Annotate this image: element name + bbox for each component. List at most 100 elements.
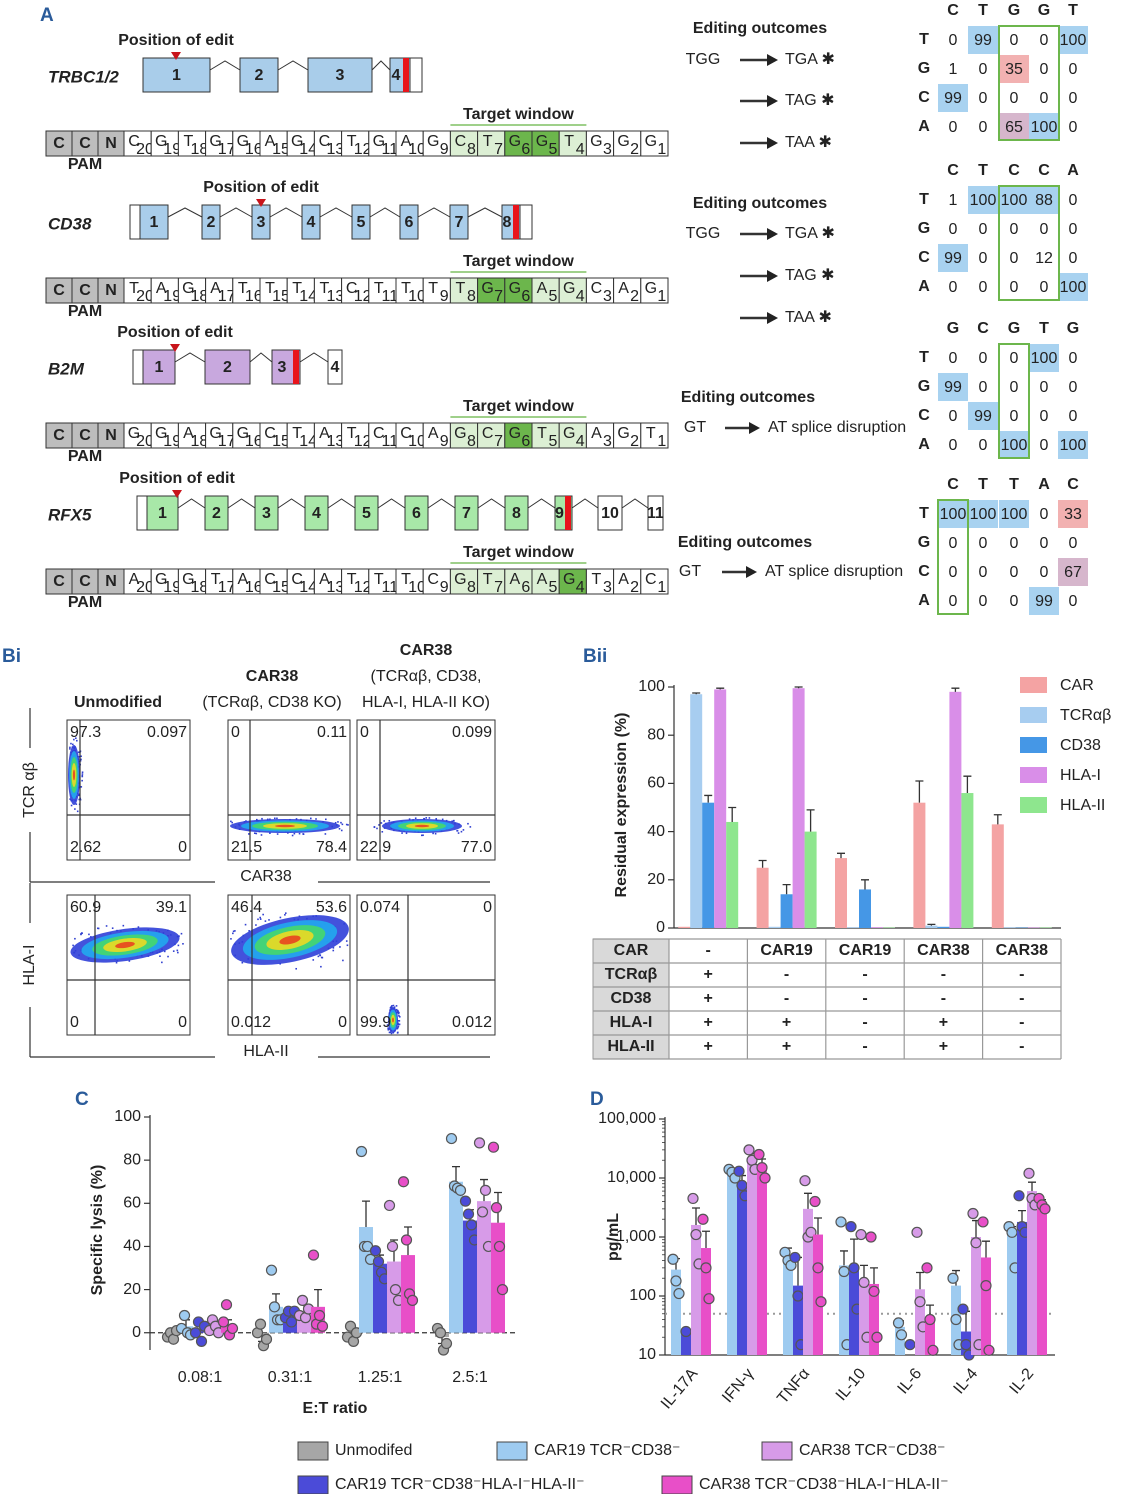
legend-swatch xyxy=(1020,797,1047,813)
seq-position: 16 xyxy=(245,141,263,158)
table-cell: - xyxy=(1019,1014,1024,1031)
event xyxy=(284,914,286,916)
pam-label: PAM xyxy=(68,448,102,465)
bar xyxy=(925,1319,935,1355)
matrix-value: 100 xyxy=(1060,32,1087,49)
matrix-header: C xyxy=(977,320,989,337)
matrix-cell xyxy=(1029,587,1059,615)
data-point xyxy=(700,1262,712,1274)
data-point xyxy=(383,1199,396,1212)
bar xyxy=(803,1208,813,1355)
seq-position: 11 xyxy=(381,288,398,305)
seq-position: 12 xyxy=(354,579,372,596)
event xyxy=(397,1025,400,1028)
data-point xyxy=(473,1137,486,1149)
bar xyxy=(991,824,1004,928)
exon xyxy=(504,495,529,531)
data-point xyxy=(789,1251,801,1264)
seq-box xyxy=(422,130,451,157)
seq-base: G xyxy=(182,571,194,588)
seq-base: T xyxy=(483,133,493,150)
bar xyxy=(757,1165,767,1355)
seq-base: T xyxy=(320,280,330,297)
seq-base: A xyxy=(319,571,330,588)
error-bar xyxy=(758,859,767,868)
event xyxy=(70,804,73,807)
exon-label: 2 xyxy=(212,505,221,522)
seq-position: 4 xyxy=(576,288,585,305)
event xyxy=(462,829,465,831)
table-cell: - xyxy=(1019,990,1024,1007)
edit-window xyxy=(998,25,1060,141)
gene-name: TRBC1/2 xyxy=(48,67,119,86)
seq-base: T xyxy=(265,280,275,297)
seq-base: T xyxy=(456,280,466,297)
event xyxy=(78,794,80,797)
bar xyxy=(463,1220,477,1333)
seq-box xyxy=(259,568,288,595)
outcome-from: GT xyxy=(679,563,701,580)
event xyxy=(453,819,455,822)
matrix-value: 0 xyxy=(1040,279,1049,296)
event xyxy=(441,818,444,821)
seq-position: 1 xyxy=(657,579,666,596)
seq-base: A xyxy=(537,571,548,588)
data-point xyxy=(858,1276,870,1289)
intron xyxy=(299,352,329,363)
matrix-row-label: C xyxy=(918,563,930,580)
event xyxy=(74,937,76,940)
event xyxy=(298,832,301,835)
matrix-value: 12 xyxy=(1035,250,1053,267)
quadrant-value: 0 xyxy=(231,724,240,741)
matrix-header: T xyxy=(1068,2,1078,19)
matrix-value: 0 xyxy=(1069,379,1078,396)
matrix-value: 0 xyxy=(1010,90,1019,107)
quadrant-value: 0 xyxy=(360,724,369,741)
bar xyxy=(359,1227,373,1333)
seq-box xyxy=(449,277,479,304)
seq-base: G xyxy=(209,133,221,150)
bar xyxy=(937,926,950,928)
matrix-value: 33 xyxy=(1064,506,1082,523)
exon xyxy=(404,495,429,531)
seq-position: 6 xyxy=(521,433,530,450)
column-title: CAR38 xyxy=(400,642,453,659)
data-point xyxy=(1006,1226,1018,1238)
seq-position: 12 xyxy=(354,433,372,450)
matrix-value: 0 xyxy=(949,408,958,425)
matrix-cell xyxy=(999,500,1029,528)
matrix-value: 99 xyxy=(944,250,962,267)
event xyxy=(388,1031,391,1034)
event xyxy=(241,961,244,964)
stop-mark xyxy=(293,350,299,384)
data-point xyxy=(799,1175,811,1187)
density xyxy=(279,935,301,945)
exon-label: 5 xyxy=(362,505,371,522)
table-cell: - xyxy=(784,966,789,983)
event xyxy=(396,1032,399,1034)
data-point xyxy=(895,1329,908,1341)
event xyxy=(392,1004,395,1007)
matrix-cell xyxy=(1058,431,1088,459)
exon-label: 4 xyxy=(392,67,401,84)
table-header-column xyxy=(592,938,670,1060)
matrix-value: 0 xyxy=(979,279,988,296)
seq-box xyxy=(177,277,207,304)
event xyxy=(266,818,269,821)
seq-position: 15 xyxy=(272,579,290,596)
matrix-cell xyxy=(938,500,968,528)
exon xyxy=(399,204,419,240)
event xyxy=(397,1010,399,1013)
edit-marker xyxy=(170,344,180,352)
table-cell: + xyxy=(704,1038,713,1055)
matrix-cell xyxy=(1029,186,1059,214)
matrix-row-label: A xyxy=(918,278,930,295)
matrix-cell xyxy=(938,244,968,272)
seq-position: 18 xyxy=(191,433,209,450)
seq-box xyxy=(558,568,587,595)
event xyxy=(81,773,84,775)
stop-mark xyxy=(513,205,519,239)
event xyxy=(70,742,72,745)
matrix-cell xyxy=(938,373,968,401)
pam-box xyxy=(45,130,73,157)
